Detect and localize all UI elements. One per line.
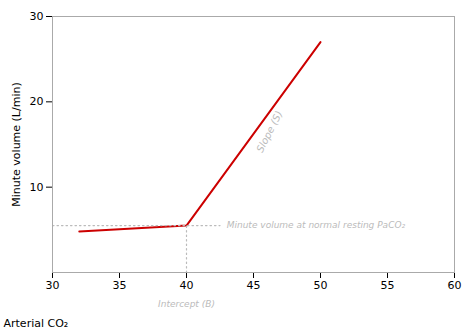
svg-text:30: 30 — [46, 279, 60, 292]
svg-text:Arterial CO₂: Arterial CO₂ — [4, 317, 69, 330]
svg-text:60: 60 — [448, 279, 462, 292]
svg-text:30: 30 — [30, 10, 44, 23]
svg-text:Minute volume at normal restin: Minute volume at normal resting PaCO₂ — [227, 220, 406, 230]
svg-text:50: 50 — [314, 279, 328, 292]
svg-text:Intercept (B): Intercept (B) — [158, 299, 215, 309]
svg-text:10: 10 — [30, 181, 44, 194]
svg-text:20: 20 — [30, 95, 44, 108]
svg-text:40: 40 — [180, 279, 194, 292]
svg-text:Slope (S): Slope (S) — [254, 109, 284, 154]
svg-text:45: 45 — [247, 279, 261, 292]
svg-text:Minute volume (L/min): Minute volume (L/min) — [10, 82, 23, 206]
svg-text:35: 35 — [113, 279, 127, 292]
svg-text:55: 55 — [381, 279, 395, 292]
